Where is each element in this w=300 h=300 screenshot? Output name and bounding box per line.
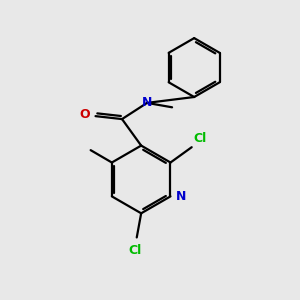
Text: Cl: Cl (129, 244, 142, 257)
Text: N: N (176, 190, 186, 203)
Text: O: O (80, 108, 90, 121)
Text: Cl: Cl (193, 132, 206, 145)
Text: N: N (142, 96, 152, 109)
